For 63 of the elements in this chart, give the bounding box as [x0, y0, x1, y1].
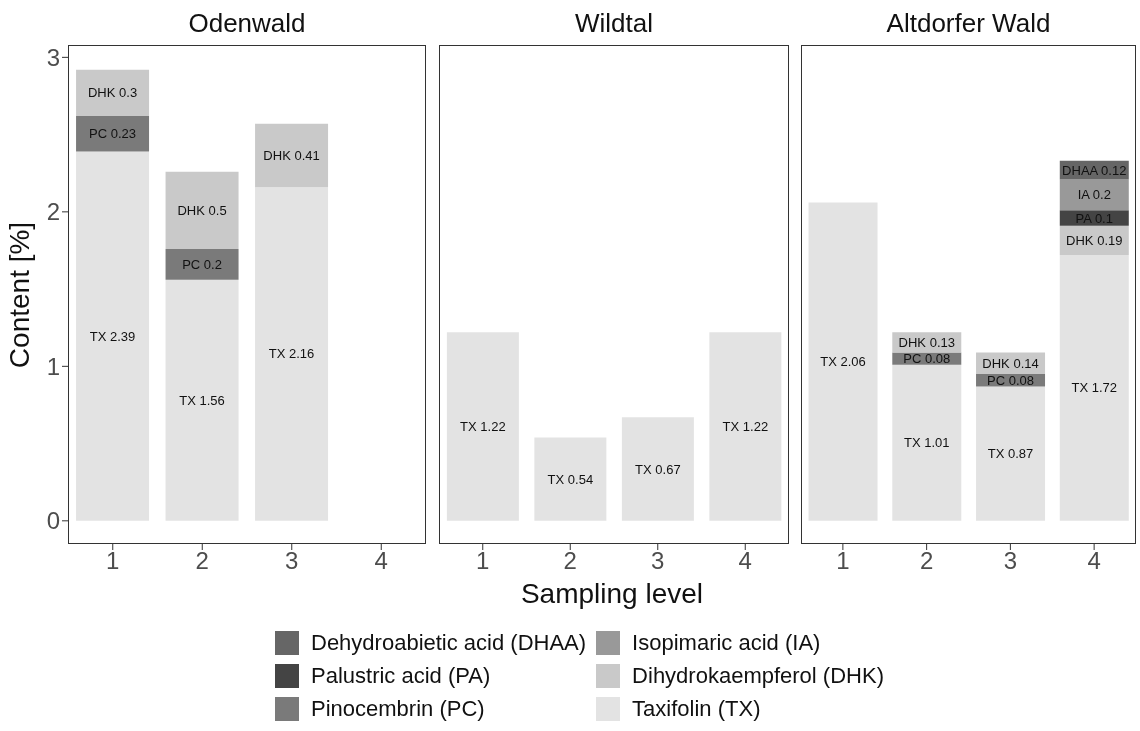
chart-title: Wildtal: [574, 8, 654, 39]
data-label: TX 1.56: [179, 392, 225, 408]
legend-label: Pinocembrin (PC): [311, 695, 485, 722]
x-tick-label: 4: [374, 547, 388, 575]
data-label: DHAA 0.12: [1062, 162, 1127, 178]
x-tick-label: 3: [651, 547, 665, 575]
data-label: DHK 0.5: [177, 202, 227, 218]
y-tick-label: 0: [46, 507, 60, 535]
x-tick-label: 3: [1003, 547, 1018, 575]
chart-title: Altdorfer Wald: [885, 8, 1052, 39]
bar: [1059, 255, 1129, 521]
data-label: TX 1.22: [460, 419, 506, 435]
chart-title: Odenwald: [187, 8, 307, 39]
data-label: PC 0.08: [903, 351, 951, 367]
x-tick-label: 2: [919, 547, 934, 575]
bar: [165, 248, 239, 280]
y-tick-label: 1: [46, 352, 60, 380]
bar: [892, 364, 962, 521]
x-tick-label: 2: [195, 547, 209, 575]
data-label: DHK 0.14: [982, 355, 1039, 371]
data-label: TX 0.87: [987, 446, 1034, 462]
x-tick-label: 1: [476, 547, 490, 575]
y-axis-title: Content [%]: [4, 220, 36, 370]
data-label: PC 0.23: [89, 126, 137, 142]
x-axis-title: Sampling level: [519, 578, 705, 610]
x-tick-label: 1: [106, 547, 120, 575]
legend-label: Isopimaric acid (IA): [632, 629, 821, 656]
y-tick-label: 3: [46, 43, 60, 71]
x-tick-label: 4: [738, 547, 752, 575]
legend-label: Dihydrokaempferol (DHK): [632, 662, 884, 689]
legend-label: Palustric acid (PA): [311, 662, 491, 689]
legend-label: Taxifolin (TX): [632, 695, 761, 722]
bar: [165, 171, 239, 249]
data-label: TX 2.16: [268, 346, 315, 362]
bar: [255, 123, 329, 188]
x-tick-label: 1: [836, 547, 850, 575]
x-tick-label: 4: [1087, 547, 1101, 575]
data-label: DHK 0.19: [1066, 232, 1123, 248]
bar: [76, 116, 150, 152]
data-label: TX 1.22: [722, 419, 769, 435]
bar: [808, 202, 878, 521]
bar: [165, 279, 239, 521]
data-label: DHK 0.41: [263, 147, 320, 163]
bar: [76, 151, 150, 521]
data-label: PC 0.08: [987, 372, 1035, 388]
data-label: TX 2.39: [89, 328, 136, 344]
bar: [976, 386, 1046, 521]
x-tick-label: 3: [285, 547, 299, 575]
data-label: IA 0.2: [1077, 187, 1111, 203]
y-tick-label: 2: [46, 198, 60, 226]
x-tick-label: 2: [563, 547, 577, 575]
bar: [76, 69, 150, 117]
bar: [1059, 179, 1129, 211]
data-label: PC 0.2: [182, 256, 222, 272]
data-label: DHK 0.13: [898, 334, 955, 350]
data-label: TX 2.06: [820, 354, 866, 370]
data-label: DHK 0.3: [87, 85, 138, 101]
data-label: TX 1.72: [1071, 380, 1118, 396]
legend-label: Dehydroabietic acid (DHAA): [311, 629, 587, 656]
data-label: TX 0.67: [635, 461, 681, 477]
bar: [255, 187, 329, 521]
data-label: TX 1.01: [904, 435, 950, 451]
data-label: TX 0.54: [547, 471, 594, 487]
